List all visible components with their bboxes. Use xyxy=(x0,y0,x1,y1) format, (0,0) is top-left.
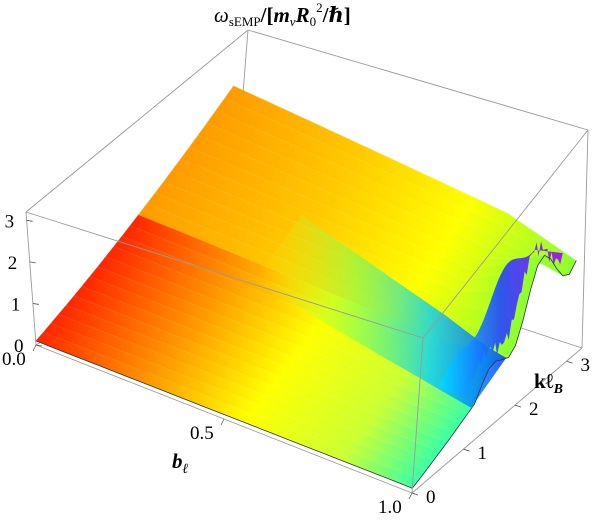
box-edge-back xyxy=(25,29,249,213)
x-axis-title: bℓ xyxy=(172,449,189,477)
surface-strip xyxy=(97,256,475,414)
z-tick-mark xyxy=(26,219,33,222)
z-tick-label: 1 xyxy=(11,294,21,315)
z-tick-mark xyxy=(35,344,43,347)
box-edge-front xyxy=(411,347,583,494)
surface-strip xyxy=(224,85,577,275)
z-tick-mark xyxy=(29,261,36,264)
y-tick-label: 2 xyxy=(529,399,539,420)
surface-strip xyxy=(81,276,461,433)
box-edge-back xyxy=(247,29,589,131)
x-tick-mark xyxy=(32,344,37,352)
box-edge-front xyxy=(25,211,424,339)
surface-edge xyxy=(35,340,413,489)
box-edge-front xyxy=(411,337,424,494)
z-tick-mark xyxy=(32,303,39,305)
surface-strip xyxy=(58,305,441,461)
surface-strip xyxy=(198,123,557,269)
box-edge-front xyxy=(581,129,589,349)
z-tick-label: 0 xyxy=(14,336,24,357)
box-edge-front xyxy=(422,129,589,339)
surface-band xyxy=(254,214,507,408)
surface-strip xyxy=(163,170,531,321)
surface-strip xyxy=(50,314,434,471)
surface-strip xyxy=(89,266,468,424)
y-tick-label: 1 xyxy=(478,443,488,464)
y-tick-mark xyxy=(566,360,573,364)
x-tick-label: 0.5 xyxy=(190,423,214,444)
x-tick-label: 1.0 xyxy=(378,497,402,518)
z-tick-label: 2 xyxy=(8,253,18,274)
y-tick-mark xyxy=(463,448,470,452)
surface-strip xyxy=(189,135,551,270)
surface-strip xyxy=(66,295,447,452)
surface-strip xyxy=(73,286,454,443)
x-tick-mark xyxy=(220,418,225,426)
y-tick-label: 3 xyxy=(581,355,591,376)
surface-strip xyxy=(206,110,563,276)
surface-strip xyxy=(35,332,420,489)
x-tick-label: 0.0 xyxy=(2,349,26,370)
y-axis-title: kℓB xyxy=(534,369,563,397)
box-edge-front xyxy=(25,211,37,346)
surface-strip xyxy=(105,246,482,404)
surface-ridge xyxy=(439,241,563,400)
surface-strip xyxy=(121,225,496,369)
y-tick-label: 0 xyxy=(426,487,436,508)
x-axis-ticks: 0.0 0.5 1.0 xyxy=(2,344,413,518)
z-axis-ticks: 0 1 2 3 xyxy=(5,211,43,357)
chart-title: ωsEMP/[mvR02/ℏ] xyxy=(214,0,351,29)
surface-mesh xyxy=(35,85,577,489)
surface-strip xyxy=(215,98,570,276)
y-tick-mark xyxy=(411,492,419,496)
y-axis-ticks: 0 1 2 3 xyxy=(411,355,591,508)
y-tick-mark xyxy=(514,404,522,408)
surface-edge xyxy=(411,254,577,489)
surface-strip xyxy=(43,323,427,480)
z-tick-label: 3 xyxy=(5,211,15,232)
x-tick-mark xyxy=(408,492,413,500)
